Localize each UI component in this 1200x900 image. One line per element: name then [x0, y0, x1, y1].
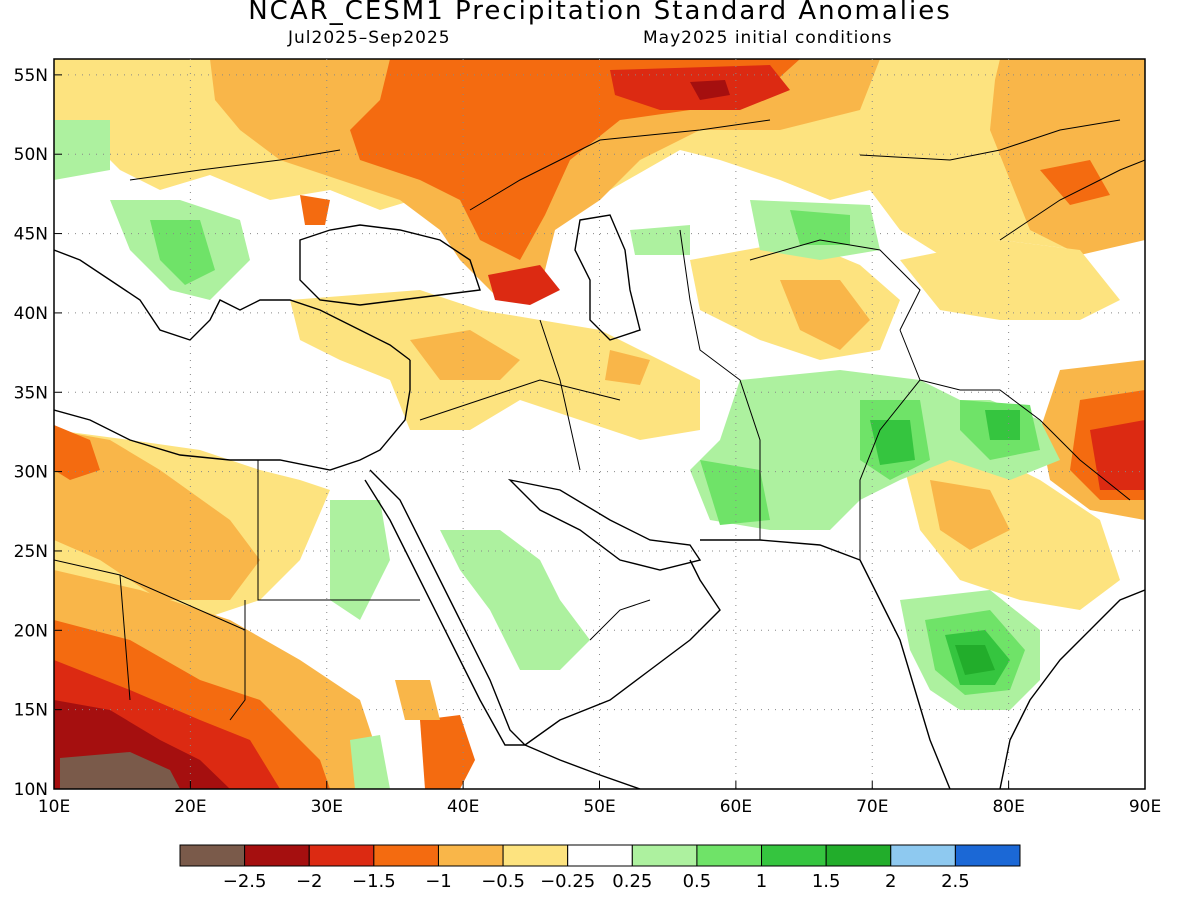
colorbar-label: −2 — [296, 871, 323, 892]
colorbar-swatch — [761, 844, 827, 867]
country-borders — [54, 119, 1145, 721]
iran-pakistan-coast — [700, 539, 861, 561]
latitude-label: 15N — [14, 701, 48, 721]
colorbar-label: 1 — [756, 871, 767, 892]
dry-core-caucasus — [488, 265, 560, 305]
longitude-label: 50E — [583, 797, 615, 817]
india-east-coast — [999, 589, 1145, 789]
caspian-sea — [574, 214, 641, 341]
initial-conditions: May2025 initial conditions — [643, 28, 893, 48]
dry-region-northeast — [990, 59, 1145, 255]
arabian-peninsula-coast — [524, 559, 721, 746]
colorbar-swatch — [373, 844, 439, 867]
forecast-period: Jul2025–Sep2025 — [288, 28, 451, 48]
longitude-label: 30E — [311, 797, 343, 817]
colorbar-swatch — [825, 844, 892, 867]
colorbar-swatch — [502, 844, 569, 867]
colorbar-label: 1.5 — [812, 871, 841, 892]
colorbar-label: −2.5 — [223, 871, 267, 892]
mediterranean-south-coast — [54, 360, 411, 471]
colorbar-swatch — [954, 844, 1021, 867]
colorbar-label: −1.5 — [352, 871, 396, 892]
longitude-label: 80E — [992, 797, 1024, 817]
colorbar-label: 2.5 — [941, 871, 970, 892]
longitude-label: 70E — [856, 797, 888, 817]
colorbar: −2.5 −2 −1.5 −1 −0.5 −0.25 0.25 0.5 1 1.5 2 2.5 — [179, 844, 1021, 892]
colorbar-label: −0.25 — [540, 871, 595, 892]
india-west-coast — [859, 559, 951, 789]
latitude-label: 55N — [14, 66, 48, 86]
latitude-label: 10N — [14, 780, 48, 800]
persian-gulf — [507, 478, 702, 571]
latitude-label: 40N — [14, 304, 48, 324]
coastlines — [54, 214, 1145, 789]
colorbar-label: 2 — [885, 871, 896, 892]
longitude-label: 40E — [447, 797, 479, 817]
colorbar-swatch — [631, 844, 698, 867]
colorbar-swatch — [179, 844, 246, 867]
black-sea — [299, 224, 481, 306]
latitude-label: 45N — [14, 225, 48, 245]
colorbar-swatch — [244, 844, 310, 867]
grid-lines — [54, 59, 1145, 789]
longitude-label: 10E — [38, 797, 70, 817]
map-title: NCAR_CESM1 Precipitation Standard Anomal… — [248, 0, 952, 26]
latitude-label: 30N — [14, 463, 48, 483]
colorbar-label: 0.5 — [683, 871, 712, 892]
colorbar-swatch — [696, 844, 763, 867]
colorbar-label: −1 — [425, 871, 452, 892]
wet-region-arabia — [440, 530, 590, 670]
latitude-label: 20N — [14, 621, 48, 641]
longitude-labels: 10E 20E 30E 40E 50E 60E 70E 80E 90E — [38, 781, 1161, 817]
longitude-label: 60E — [720, 797, 752, 817]
african-horn-coast — [524, 744, 641, 789]
colorbar-swatch — [567, 844, 633, 867]
longitude-label: 20E — [174, 797, 206, 817]
dry-core-sahel — [60, 752, 180, 789]
colorbar-label: −0.5 — [481, 871, 525, 892]
latitude-label: 35N — [14, 383, 48, 403]
longitude-label: 90E — [1129, 797, 1161, 817]
mediterranean-north-coast — [54, 249, 411, 361]
colorbar-swatch — [308, 844, 375, 867]
latitude-label: 50N — [14, 145, 48, 165]
latitude-labels: 10N 15N 20N 25N 30N 35N 40N 45N 50N 55N — [14, 66, 62, 800]
latitude-label: 25N — [14, 542, 48, 562]
colorbar-label: 0.25 — [612, 871, 652, 892]
colorbar-swatch — [890, 844, 956, 867]
colorbar-swatch — [437, 844, 504, 867]
